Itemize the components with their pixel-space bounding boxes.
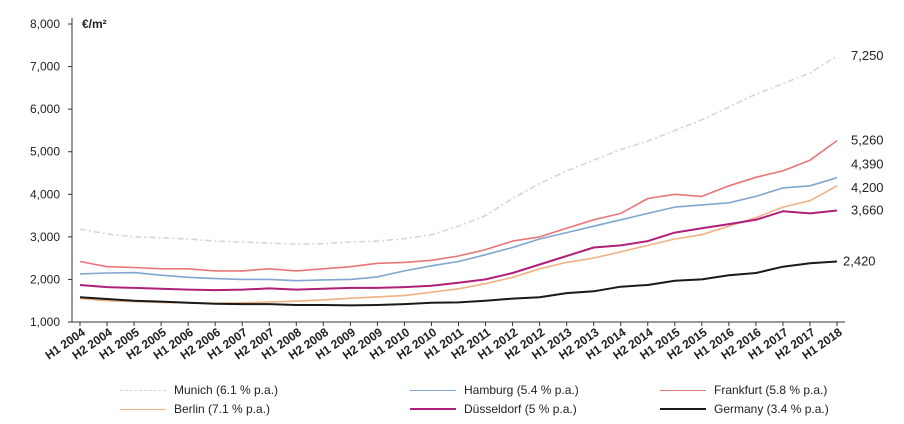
line-chart: 1,000 2,000 3,000 4,000 5,000 6,000 7,000 8,000… xyxy=(30,17,884,362)
legend-swatch xyxy=(120,408,166,410)
series-end-label: 4,200 xyxy=(851,180,884,195)
y-tick-label: 7,000 xyxy=(30,60,60,74)
series-line-4 xyxy=(79,209,838,292)
y-tick-label: 5,000 xyxy=(30,145,60,159)
series-end-label: 3,660 xyxy=(851,202,884,217)
legend-item: Berlin (7.1 % p.a.) xyxy=(120,400,270,418)
legend-item: Hamburg (5.4 % p.a.) xyxy=(410,381,579,399)
y-tick-label: 2,000 xyxy=(30,272,60,286)
y-tick-label: 6,000 xyxy=(30,102,60,116)
legend-label: Germany (3.4 % p.a.) xyxy=(714,402,829,416)
series-end-label: 2,420 xyxy=(843,254,876,269)
legend-item: Munich (6.1 % p.a.) xyxy=(120,381,278,399)
y-tick-label: 1,000 xyxy=(30,315,60,329)
legend-item: Düsseldorf (5 % p.a.) xyxy=(410,400,577,418)
series-end-label: 7,250 xyxy=(851,48,884,63)
legend-label: Berlin (7.1 % p.a.) xyxy=(174,402,271,416)
legend-swatch xyxy=(660,408,706,410)
legend-label: Hamburg (5.4 % p.a.) xyxy=(464,383,579,397)
legend-label: Frankfurt (5.8 % p.a.) xyxy=(714,383,828,397)
legend-swatch xyxy=(410,389,456,391)
y-axis-unit-label: €/m² xyxy=(82,17,107,31)
legend-item: Frankfurt (5.8 % p.a.) xyxy=(660,381,827,399)
legend-swatch xyxy=(410,408,456,410)
legend-item: Germany (3.4 % p.a.) xyxy=(660,400,829,418)
y-tick-label: 3,000 xyxy=(30,230,60,244)
legend-label: Düsseldorf (5 % p.a.) xyxy=(464,402,577,416)
y-tick-label: 4,000 xyxy=(30,187,60,201)
series-end-label: 4,390 xyxy=(851,156,884,171)
y-tick-label: 8,000 xyxy=(30,17,60,31)
series-end-label: 5,260 xyxy=(851,133,884,148)
series-line-2 xyxy=(79,139,838,272)
series-line-5 xyxy=(79,260,838,307)
legend-label: Munich (6.1 % p.a.) xyxy=(174,383,279,397)
legend-swatch xyxy=(660,389,706,391)
series-line-0 xyxy=(79,55,838,245)
series-line-1 xyxy=(79,176,838,282)
legend-swatch xyxy=(120,389,166,391)
legend: Munich (6.1 % p.a.) Hamburg (5.4 % p.a.) F… xyxy=(120,381,860,421)
